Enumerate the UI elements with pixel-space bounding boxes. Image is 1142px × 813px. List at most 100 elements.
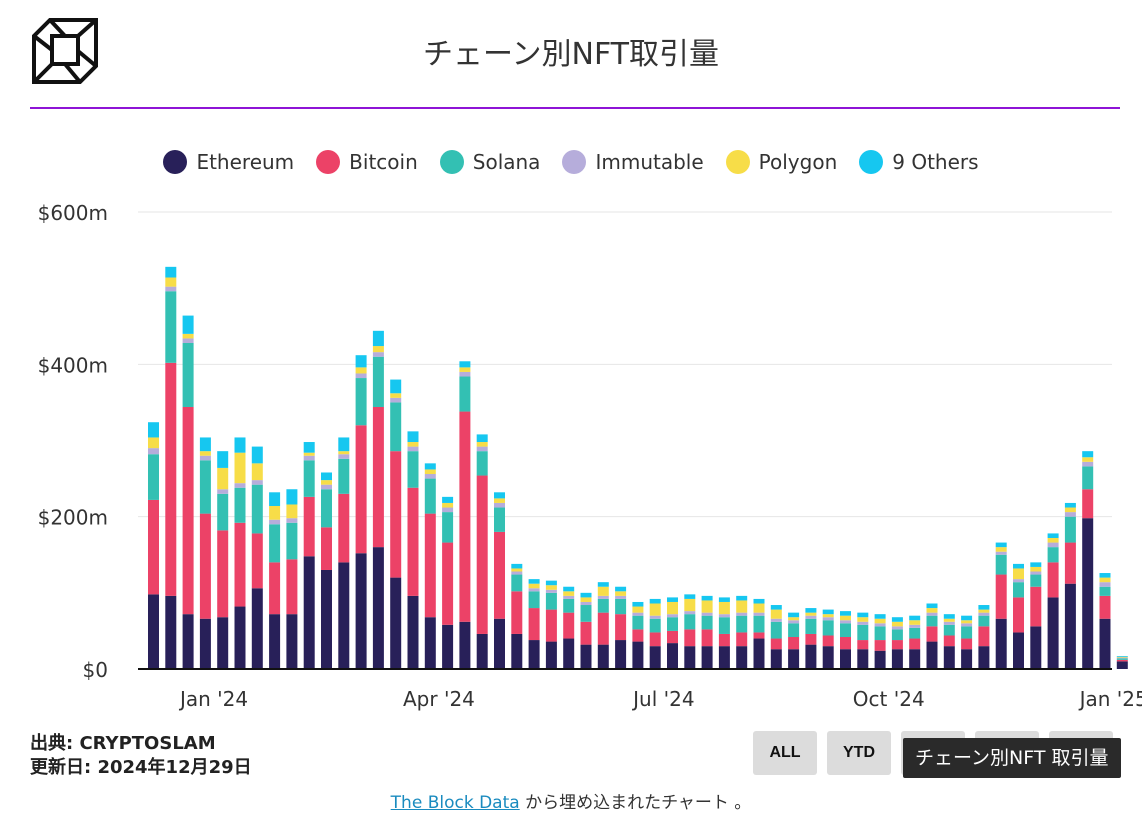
bar-segment-polygon: [788, 617, 800, 621]
bar-segment-bitcoin: [822, 635, 834, 647]
bar-segment-immutable: [269, 519, 281, 525]
legend-item-0[interactable]: Ethereum: [163, 150, 294, 174]
bar-segment-bitcoin: [1030, 586, 1042, 627]
bar-segment-bitcoin: [667, 630, 678, 644]
bar-segment-polygon: [148, 437, 159, 449]
y-tick-label: $400m: [38, 353, 108, 377]
bar-segment-bitcoin: [770, 638, 782, 650]
bar-segment-solana: [528, 591, 540, 609]
bar-segment-polygon: [874, 618, 886, 624]
bar-segment-9-others: [874, 614, 886, 619]
bar-segment-9-others: [978, 605, 990, 610]
bar-segment-solana: [1013, 582, 1024, 598]
bar-segment-immutable: [961, 623, 973, 627]
bar-segment-ethereum: [148, 594, 159, 669]
bar-segment-bitcoin: [840, 637, 851, 650]
legend-item-1[interactable]: Bitcoin: [316, 150, 418, 174]
bar-segment-immutable: [251, 480, 263, 485]
the-block-data-link[interactable]: The Block Data: [390, 793, 520, 813]
bar-segment-bitcoin: [442, 542, 454, 625]
bar-segment-9-others: [995, 542, 1007, 548]
bar-segment-polygon: [649, 603, 661, 616]
bar-segment-solana: [338, 458, 350, 494]
bar-segment-polygon: [407, 442, 419, 447]
bar-segment-bitcoin: [286, 559, 298, 615]
bar-segment-solana: [891, 629, 903, 641]
bar-segment-polygon: [372, 346, 384, 353]
bar-segment-ethereum: [649, 646, 661, 669]
bar-segment-bitcoin: [459, 411, 471, 622]
bar-segment-solana: [701, 615, 713, 630]
bar-segment-immutable: [494, 502, 505, 508]
legend-item-3[interactable]: Immutable: [562, 150, 704, 174]
footer-credit: The Block Data から埋め込まれたチャート 。: [0, 788, 1142, 813]
bar-segment-polygon: [251, 463, 263, 481]
bar-segment-solana: [770, 621, 782, 639]
range-ytd-button[interactable]: YTD: [827, 731, 891, 775]
bar-segment-solana: [1030, 574, 1042, 587]
bar-segment-bitcoin: [1047, 562, 1059, 598]
bar-segment-solana: [269, 524, 281, 563]
bar-segment-polygon: [840, 615, 851, 621]
legend-item-4[interactable]: Polygon: [725, 150, 837, 174]
bar-segment-immutable: [1064, 512, 1076, 517]
x-tick-label: Oct '24: [853, 687, 925, 711]
bar-segment-9-others: [684, 594, 696, 599]
bar-segment-bitcoin: [338, 493, 350, 563]
bar-segment-bitcoin: [580, 621, 592, 645]
bar-segment-bitcoin: [649, 632, 661, 647]
bar-segment-polygon: [1047, 537, 1059, 543]
bar-segment-9-others: [822, 609, 834, 615]
bar-segment-ethereum: [632, 641, 644, 669]
legend-item-2[interactable]: Solana: [439, 150, 540, 174]
bar-segment-immutable: [1082, 461, 1094, 467]
bar-segment-immutable: [891, 626, 903, 630]
bar-segment-bitcoin: [1082, 489, 1094, 519]
bar-segment-solana: [476, 451, 488, 476]
tooltip: チェーン別NFT 取引量: [903, 738, 1121, 778]
the-block-logo-icon[interactable]: [30, 16, 100, 86]
chart-title: チェーン別NFT取引量: [423, 37, 719, 72]
bar-segment-ethereum: [874, 650, 886, 669]
bar-segment-9-others: [442, 496, 454, 503]
bar-segment-bitcoin: [701, 629, 713, 647]
bar-segment-immutable: [667, 614, 678, 618]
bar-segment-solana: [615, 598, 627, 615]
bar-segment-ethereum: [165, 595, 177, 669]
bar-segment-ethereum: [321, 569, 332, 669]
bar-segment-immutable: [978, 612, 990, 616]
bar-segment-9-others: [217, 451, 229, 468]
bar-segment-solana: [321, 489, 332, 528]
legend-item-5[interactable]: 9 Others: [859, 150, 979, 174]
y-tick-label: $0: [83, 658, 108, 682]
bar-segment-bitcoin: [1099, 595, 1111, 619]
bar-segment-solana: [199, 460, 211, 514]
bar-segment-polygon: [1064, 507, 1076, 513]
bar-segment-solana: [909, 627, 921, 639]
bar-segment-ethereum: [718, 646, 730, 669]
bar-segment-solana: [961, 626, 973, 639]
range-all-button[interactable]: ALL: [753, 731, 817, 775]
bar-segment-immutable: [684, 611, 696, 615]
legend-label: Ethereum: [196, 150, 295, 174]
bar-segment-solana: [840, 623, 851, 638]
bar-segment-ethereum: [857, 649, 869, 669]
bar-segment-immutable: [528, 588, 540, 592]
bar-segment-bitcoin: [355, 425, 367, 554]
bar-segment-polygon: [1082, 457, 1094, 462]
bar-segment-9-others: [840, 611, 851, 616]
bar-segment-bitcoin: [961, 638, 973, 650]
bar-segment-immutable: [459, 371, 471, 377]
chart-legend: Ethereum Bitcoin Solana Immutable Polygon 9 O…: [0, 150, 1142, 174]
bar-segment-solana: [736, 615, 748, 633]
bar-segment-bitcoin: [874, 640, 886, 651]
bar-segment-9-others: [770, 605, 782, 610]
bar-segment-solana: [995, 554, 1007, 575]
legend-swatch-icon: [859, 150, 884, 174]
bar-segment-9-others: [286, 489, 298, 505]
bar-segment-bitcoin: [182, 406, 194, 615]
legend-swatch-icon: [316, 150, 341, 174]
bar-segment-bitcoin: [303, 496, 315, 557]
bar-segment-immutable: [909, 624, 921, 628]
bar-segment-polygon: [545, 585, 557, 590]
